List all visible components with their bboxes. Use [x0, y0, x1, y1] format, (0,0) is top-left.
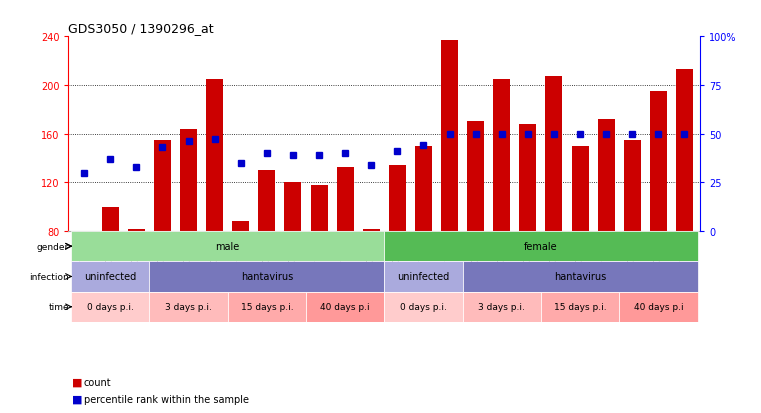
Bar [363, 229, 380, 231]
Bar [384, 231, 698, 262]
Text: uninfected: uninfected [397, 272, 450, 282]
Bar [676, 70, 693, 231]
Text: 40 days p.i: 40 days p.i [634, 303, 683, 311]
Bar [389, 166, 406, 231]
Text: infection: infection [29, 272, 69, 281]
Bar [310, 185, 327, 231]
Text: 0 days p.i.: 0 days p.i. [400, 303, 447, 311]
Text: 3 days p.i.: 3 days p.i. [165, 303, 212, 311]
Text: ■: ■ [72, 394, 83, 404]
Bar [384, 292, 463, 322]
Bar [228, 292, 306, 322]
Bar [546, 77, 562, 231]
Text: 15 days p.i.: 15 days p.i. [240, 303, 293, 311]
Text: hantavirus: hantavirus [554, 272, 607, 282]
Bar [259, 171, 275, 231]
Bar [232, 222, 250, 231]
Text: 3 days p.i.: 3 days p.i. [479, 303, 525, 311]
Bar [128, 229, 145, 231]
Bar [463, 262, 698, 292]
Bar [71, 231, 384, 262]
Text: GDS3050 / 1390296_at: GDS3050 / 1390296_at [68, 21, 214, 35]
Bar [71, 292, 149, 322]
Text: ■: ■ [72, 377, 83, 387]
Text: time: time [49, 303, 69, 311]
Text: 15 days p.i.: 15 days p.i. [554, 303, 607, 311]
Bar [572, 147, 588, 231]
Bar [541, 292, 619, 322]
Bar [441, 41, 458, 231]
Bar [624, 140, 641, 231]
Bar [149, 262, 384, 292]
Text: 0 days p.i.: 0 days p.i. [87, 303, 134, 311]
Text: 40 days p.i: 40 days p.i [320, 303, 370, 311]
Bar [149, 292, 228, 322]
Bar [519, 125, 537, 231]
Text: percentile rank within the sample: percentile rank within the sample [84, 394, 249, 404]
Bar [415, 147, 432, 231]
Bar [467, 122, 484, 231]
Bar [102, 207, 119, 231]
Text: female: female [524, 242, 558, 252]
Bar [306, 292, 384, 322]
Text: hantavirus: hantavirus [240, 272, 293, 282]
Text: uninfected: uninfected [84, 272, 136, 282]
Bar [493, 80, 510, 231]
Bar [619, 292, 698, 322]
Text: count: count [84, 377, 111, 387]
Text: gender: gender [37, 242, 69, 251]
Bar [336, 167, 354, 231]
Bar [154, 140, 171, 231]
Bar [180, 129, 197, 231]
Bar [597, 120, 615, 231]
Bar [650, 92, 667, 231]
Bar [384, 262, 463, 292]
Text: male: male [215, 242, 240, 252]
Bar [463, 292, 541, 322]
Bar [206, 80, 223, 231]
Bar [285, 183, 301, 231]
Bar [71, 262, 149, 292]
